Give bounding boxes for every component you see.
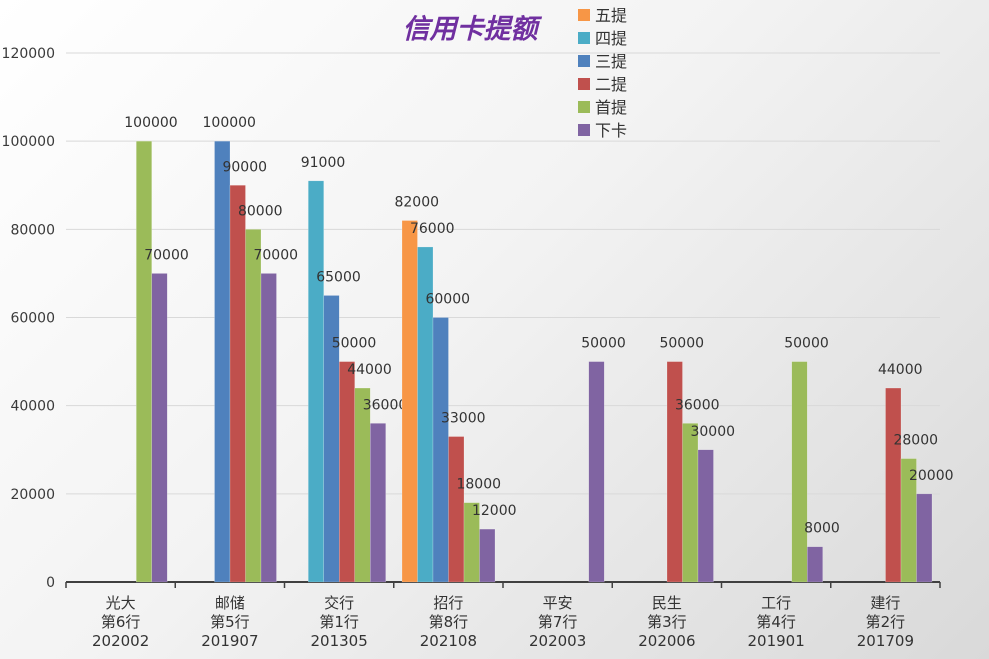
category-label: 202108	[420, 632, 477, 650]
category-label: 第3行	[647, 613, 687, 631]
legend-label: 二提	[595, 75, 627, 94]
legend-label: 三提	[595, 52, 627, 71]
category-label: 交行	[324, 594, 354, 612]
bar-二提	[666, 361, 683, 583]
data-label: 12000	[472, 503, 517, 519]
category-label: 光大	[106, 594, 136, 612]
data-label: 44000	[878, 362, 923, 378]
category-label: 民生	[652, 594, 682, 612]
category-label: 202003	[529, 632, 586, 650]
data-label: 100000	[203, 115, 256, 131]
y-tick-label: 0	[46, 575, 55, 591]
y-tick-label: 20000	[10, 487, 55, 503]
bar-三提	[432, 317, 449, 583]
category-label: 202006	[638, 632, 695, 650]
bar-首提	[354, 387, 371, 583]
category-label: 201907	[201, 632, 258, 650]
category-label: 平安	[543, 594, 573, 612]
legend-swatch	[578, 32, 590, 44]
category-label: 建行	[870, 594, 900, 612]
data-label: 91000	[301, 155, 346, 171]
bar-二提	[339, 361, 355, 583]
data-label: 8000	[804, 521, 840, 537]
data-label: 65000	[316, 269, 361, 285]
data-label: 18000	[456, 477, 501, 493]
bar-二提	[229, 185, 246, 583]
category-label: 201305	[310, 632, 367, 650]
bar-首提	[245, 229, 262, 583]
bar-四提	[308, 180, 324, 583]
data-label: 70000	[253, 247, 298, 263]
data-label: 100000	[124, 115, 177, 131]
category-label: 202002	[92, 632, 149, 650]
data-label: 30000	[690, 424, 735, 440]
data-label: 70000	[144, 247, 189, 263]
chart-title: 信用卡提额	[403, 14, 543, 45]
y-tick-label: 60000	[10, 311, 55, 327]
bar-下卡	[916, 493, 933, 583]
legend-label: 下卡	[595, 121, 627, 140]
legend-label: 五提	[595, 6, 627, 25]
bar-下卡	[151, 273, 168, 583]
category-label: 招行	[433, 594, 463, 612]
data-label: 33000	[441, 411, 486, 427]
category-label: 第4行	[756, 613, 796, 631]
category-label: 邮储	[215, 594, 245, 612]
bar-三提	[214, 140, 231, 583]
category-label: 第8行	[429, 613, 469, 631]
data-label: 60000	[425, 292, 470, 308]
y-tick-label: 100000	[2, 134, 55, 150]
category-label: 第6行	[101, 613, 141, 631]
category-label: 201901	[747, 632, 804, 650]
legend-swatch	[578, 9, 590, 21]
bar-下卡	[370, 423, 386, 583]
data-label: 50000	[332, 336, 377, 352]
legend-swatch	[578, 78, 590, 90]
data-label: 36000	[363, 397, 408, 413]
legend-label: 四提	[595, 29, 627, 48]
y-tick-label: 80000	[10, 222, 55, 238]
category-label: 第5行	[210, 613, 250, 631]
bar-首提	[682, 423, 699, 583]
bar-下卡	[479, 528, 496, 583]
category-label: 工行	[761, 594, 791, 612]
data-label: 82000	[394, 195, 439, 211]
legend-swatch	[578, 101, 590, 113]
data-label: 76000	[410, 221, 455, 237]
y-tick-label: 120000	[2, 46, 55, 62]
category-label: 第1行	[319, 613, 359, 631]
data-label: 28000	[893, 433, 938, 449]
bar-首提	[136, 140, 152, 583]
category-label: 201709	[857, 632, 914, 650]
data-label: 36000	[675, 397, 720, 413]
bar-下卡	[588, 361, 605, 583]
category-label: 第7行	[538, 613, 578, 631]
y-tick-label: 40000	[10, 399, 55, 415]
data-label: 90000	[222, 159, 267, 175]
bar-首提	[791, 361, 808, 583]
data-label: 20000	[909, 468, 954, 484]
bar-下卡	[260, 273, 277, 583]
bar-二提	[885, 387, 902, 583]
legend-swatch	[578, 124, 590, 136]
legend-label: 首提	[595, 98, 627, 117]
data-label: 80000	[238, 203, 283, 219]
category-label: 第2行	[866, 613, 906, 631]
bar-下卡	[697, 449, 714, 583]
legend-swatch	[578, 55, 590, 67]
data-label: 50000	[581, 336, 626, 352]
data-label: 50000	[784, 336, 829, 352]
data-label: 50000	[659, 336, 704, 352]
data-label: 44000	[347, 362, 392, 378]
bar-五提	[401, 220, 418, 583]
bar-二提	[448, 436, 465, 583]
bar-下卡	[807, 546, 823, 583]
